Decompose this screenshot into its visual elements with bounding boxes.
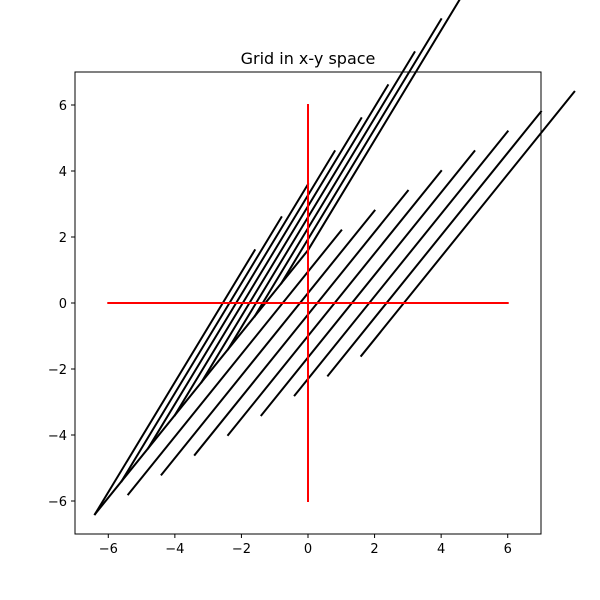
plot-content — [93, 0, 576, 516]
grid-line-f0-2 — [146, 182, 310, 450]
grid-line-f1-5 — [259, 149, 476, 417]
x-tick-label: −2 — [232, 542, 251, 557]
ticks: −6 −4 −2 0 2 4 6 −6 −4 −2 0 2 4 6 — [48, 99, 512, 557]
y-tick-label: −4 — [48, 429, 67, 444]
y-tick-label: 4 — [59, 165, 67, 180]
y-tick-label: 0 — [59, 297, 67, 312]
x-tick-label: 0 — [304, 542, 312, 557]
x-tick-label: −6 — [99, 542, 118, 557]
grid-line-f1-2 — [160, 209, 376, 477]
grid-line-f0-0 — [93, 248, 257, 516]
grid-line-f0-4 — [200, 116, 363, 384]
x-tick-label: 2 — [370, 542, 378, 557]
axes-frame — [74, 71, 542, 535]
y-tick-label: −6 — [48, 495, 67, 510]
grid-line-f0-1 — [120, 215, 283, 483]
grid-line-f1-3 — [193, 189, 410, 457]
x-tick-label: 4 — [437, 542, 445, 557]
grid-line-f1-1 — [126, 228, 343, 496]
y-tick-label: 6 — [59, 99, 67, 114]
y-tick-label: −2 — [48, 363, 67, 378]
grid-line-f1-7 — [326, 110, 543, 378]
x-tick-label: −4 — [165, 542, 184, 557]
grid-line-f0-6 — [253, 50, 416, 318]
y-tick-label: 2 — [59, 231, 67, 246]
grid-line-f1-0 — [93, 248, 310, 516]
grid-line-f1-8 — [359, 90, 576, 358]
x-tick-label: 6 — [504, 542, 512, 557]
grid-line-f0-8 — [306, 0, 461, 252]
chart-title: Grid in x-y space — [241, 49, 376, 68]
grid-line-f1-6 — [293, 129, 510, 397]
